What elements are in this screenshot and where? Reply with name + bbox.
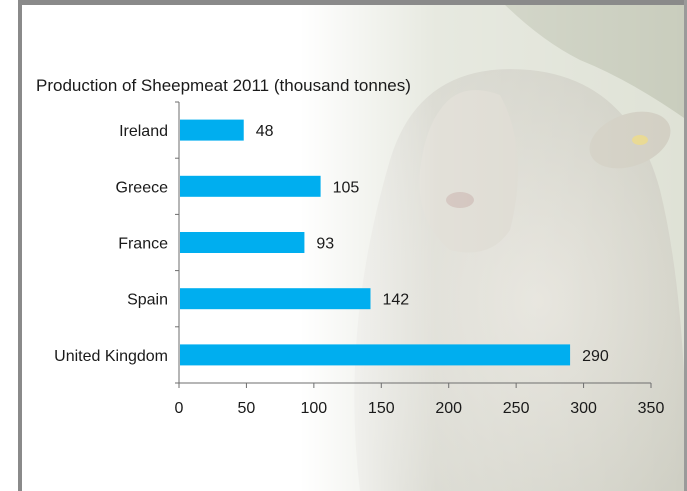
x-tick-label: 150 bbox=[368, 400, 395, 417]
frame-border-right bbox=[684, 0, 687, 491]
category-label: Ireland bbox=[119, 123, 168, 140]
data-label: 105 bbox=[333, 179, 360, 196]
category-label: France bbox=[118, 236, 168, 253]
category-label: Greece bbox=[116, 179, 169, 196]
category-label: Spain bbox=[127, 292, 168, 309]
bar bbox=[180, 288, 371, 310]
chart-title: Production of Sheepmeat 2011 (thousand t… bbox=[36, 76, 411, 95]
data-label: 142 bbox=[382, 292, 409, 309]
x-tick-label: 200 bbox=[435, 400, 462, 417]
frame-border-left bbox=[18, 0, 22, 491]
category-label: United Kingdom bbox=[54, 348, 168, 365]
data-label: 290 bbox=[582, 348, 609, 365]
x-tick-label: 300 bbox=[570, 400, 597, 417]
bar bbox=[180, 175, 321, 197]
data-label: 93 bbox=[316, 236, 334, 253]
x-tick-label: 0 bbox=[175, 400, 184, 417]
bar bbox=[180, 119, 244, 141]
frame-border-top bbox=[18, 0, 687, 5]
data-label: 48 bbox=[256, 123, 274, 140]
x-tick-label: 350 bbox=[638, 400, 665, 417]
x-tick-label: 250 bbox=[503, 400, 530, 417]
bar bbox=[180, 344, 571, 366]
bar bbox=[180, 232, 305, 253]
sheep-photo-background bbox=[300, 0, 687, 491]
x-tick-label: 50 bbox=[238, 400, 256, 417]
x-tick-label: 100 bbox=[301, 400, 328, 417]
